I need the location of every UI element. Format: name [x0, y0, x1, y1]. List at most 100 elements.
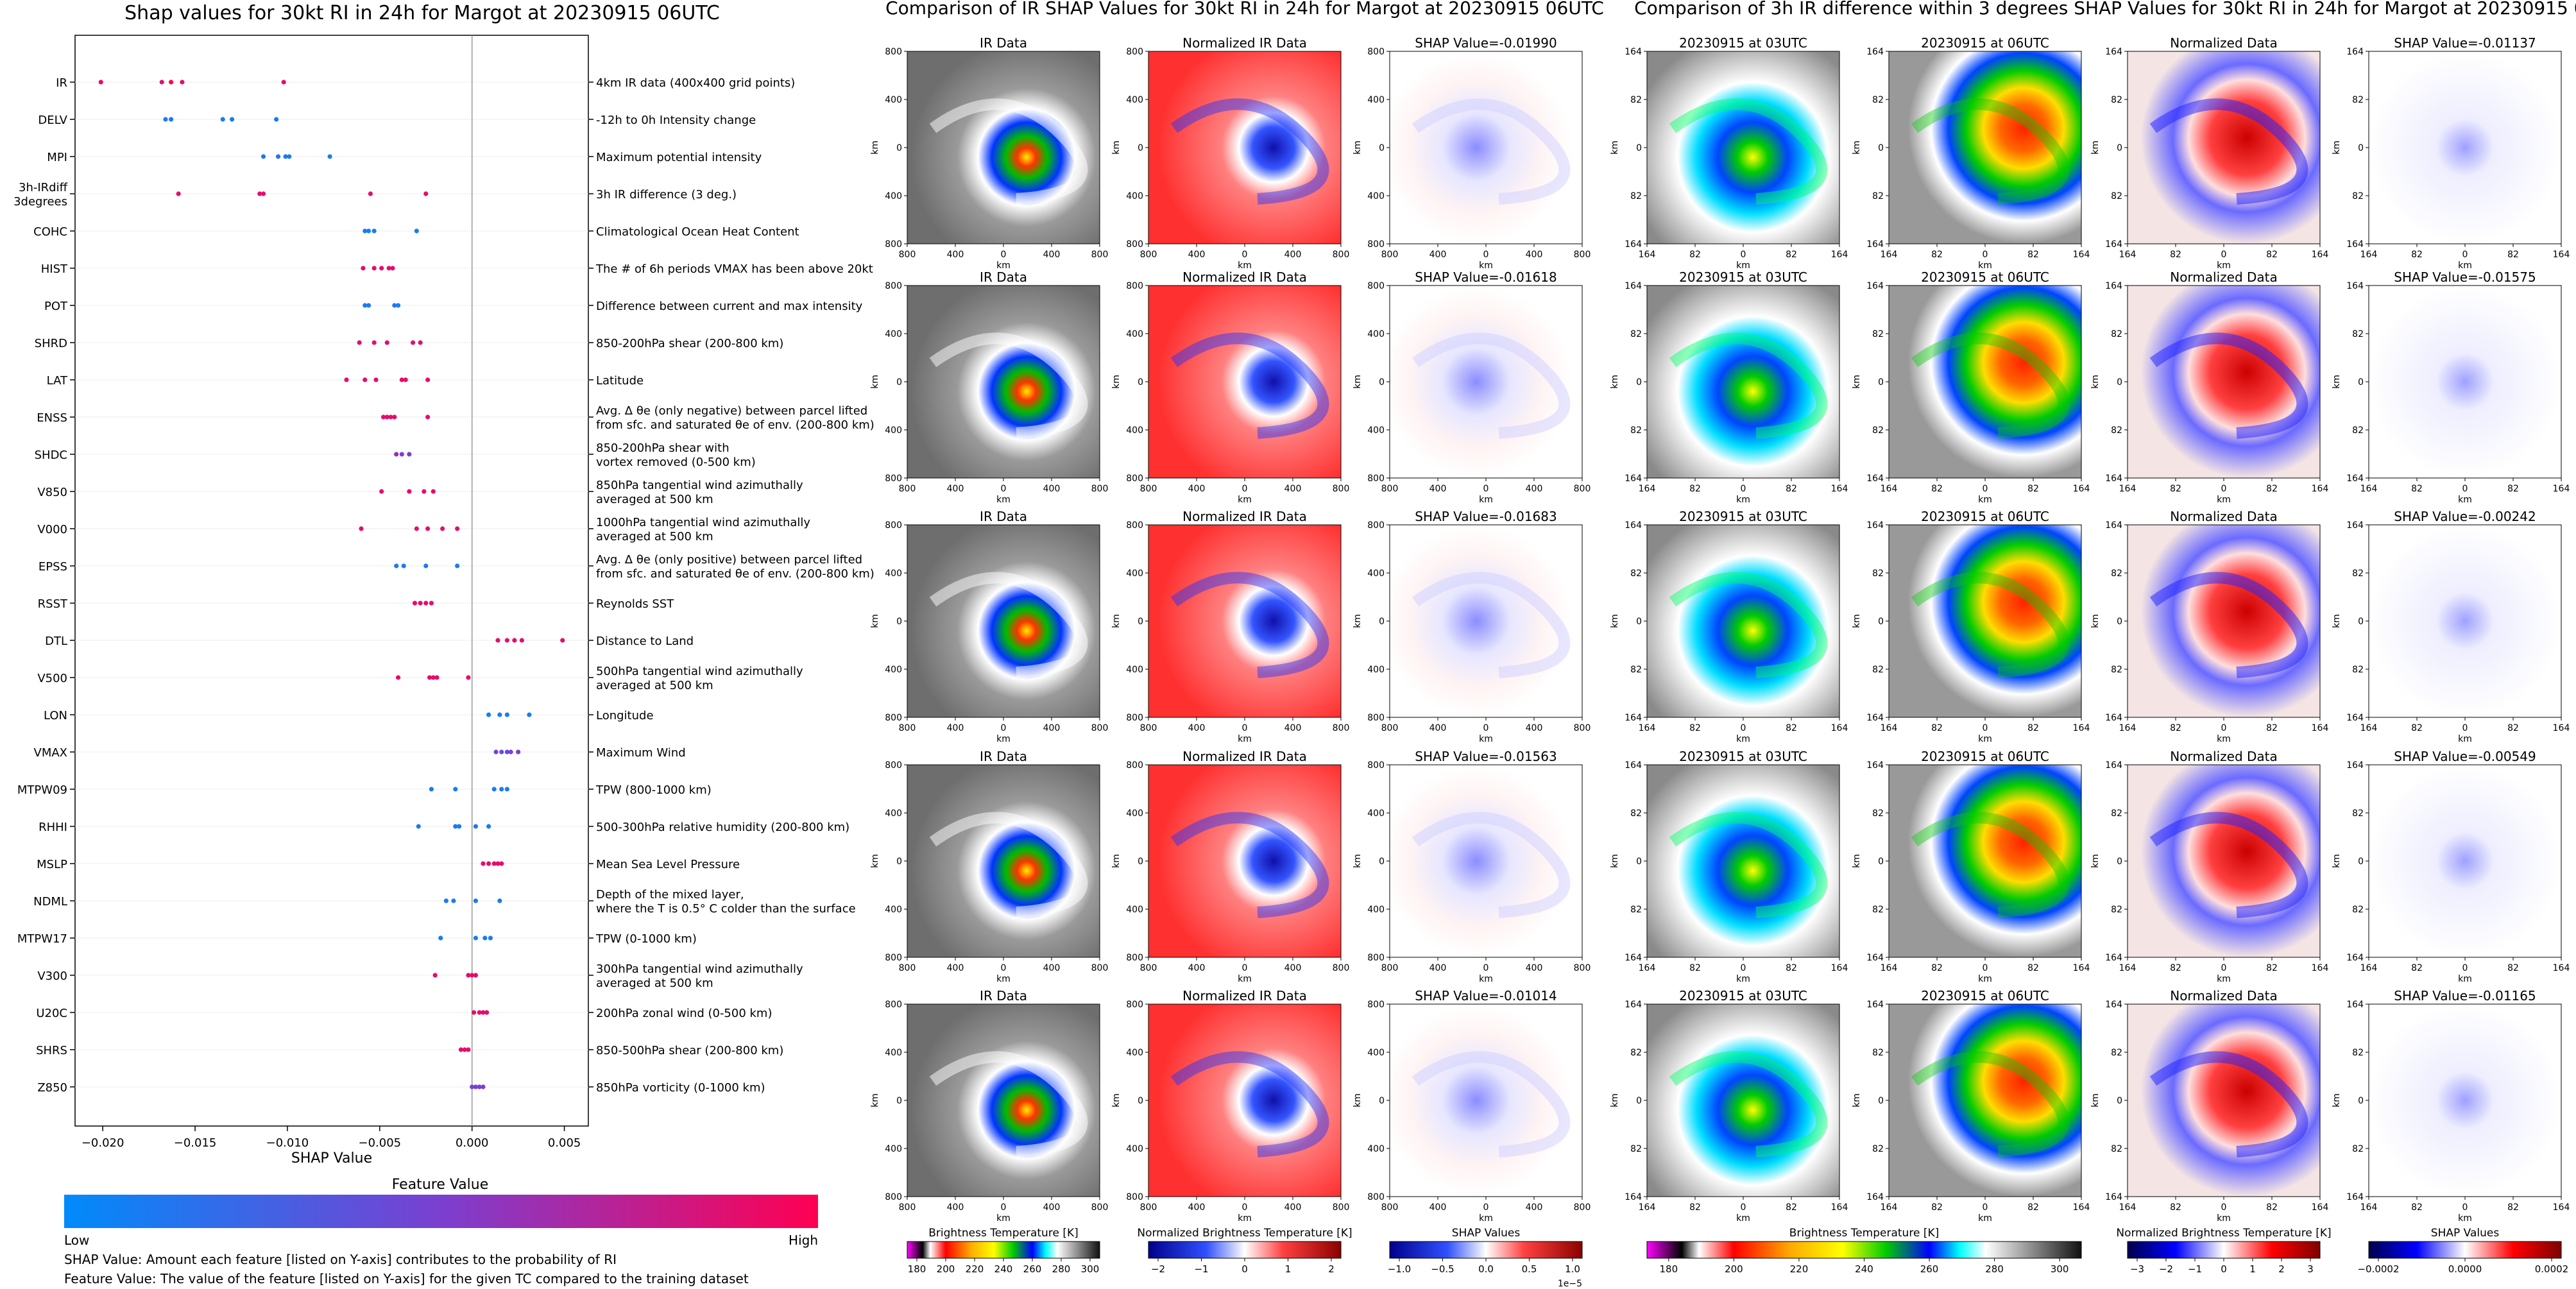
panel-x-tick-label: 164	[2119, 484, 2137, 494]
panel-y-tick-label: 800	[1126, 47, 1143, 57]
panel-title: SHAP Value=-0.01137	[2394, 35, 2536, 51]
shap-point	[512, 638, 517, 643]
panel-y-tick-label: 164	[1625, 953, 1642, 963]
panel-y-tick-label: 164	[1625, 239, 1642, 250]
shap-point	[425, 377, 431, 382]
panel-x-tick-label: 164	[2119, 963, 2137, 973]
panel-image	[2369, 765, 2561, 957]
panel-y-tick-label: 400	[885, 808, 902, 819]
shap-point	[176, 191, 181, 196]
colorbar-tick-label: 1	[1285, 1263, 1292, 1275]
panel-y-tick-label: 164	[2105, 953, 2122, 963]
panel-x-tick-label: 400	[1429, 1202, 1447, 1213]
panel-y-tick-label: 400	[885, 1144, 902, 1154]
panel-y-axis-label: km	[2090, 614, 2101, 628]
shap-point	[458, 1047, 464, 1052]
panel-title: Normalized Data	[2170, 35, 2278, 51]
panel-y-axis-label: km	[1852, 375, 1862, 389]
panel-x-tick-label: 82	[2027, 484, 2039, 494]
panel-x-tick-label: 400	[947, 1202, 964, 1213]
panel-y-tick-label: 400	[1126, 329, 1143, 339]
panel-x-tick-label: 82	[1689, 250, 1701, 260]
panel-title: 20230915 at 03UTC	[1679, 269, 1807, 285]
colorbar-tick-label: 180	[908, 1263, 926, 1275]
feature-description-line: averaged at 500 km	[596, 977, 713, 990]
feature-description: TPW (800-1000 km)	[595, 783, 712, 797]
shap-point	[388, 414, 393, 420]
panel-x-tick-label: 0	[1001, 250, 1007, 260]
feature-label: COHC	[33, 225, 67, 239]
feature-label: HIST	[41, 262, 68, 276]
panel-y-tick-label: 82	[1872, 665, 1884, 675]
panel-title: Normalized IR Data	[1182, 509, 1307, 524]
panel-title: Normalized IR Data	[1182, 988, 1307, 1003]
panel-y-tick-label: 0	[1636, 377, 1642, 388]
panel-y-tick-label: 0	[2117, 377, 2122, 388]
panel-y-tick-label: 82	[1630, 568, 1642, 579]
feature-description: Latitude	[596, 374, 644, 388]
panel-y-tick-label: 800	[1126, 760, 1143, 771]
panel-x-tick-label: 0	[2221, 250, 2227, 260]
shap-point	[434, 675, 439, 680]
panel-x-tick-label: 82	[1786, 250, 1797, 260]
panel-image	[1647, 525, 1839, 717]
diff-panel-title: Comparison of 3h IR difference within 3 …	[1634, 0, 2576, 19]
panel-image	[1889, 525, 2081, 717]
feature-description-line: 4km IR data (400x400 grid points)	[596, 76, 795, 90]
panel-y-tick-label: 0	[1138, 1096, 1143, 1106]
feature-description-line: Maximum Wind	[596, 746, 686, 760]
panel-x-tick-label: 800	[899, 1202, 916, 1213]
shap-point	[497, 712, 502, 717]
panel-title: SHAP Value=-0.00549	[2394, 749, 2536, 764]
shap-point	[499, 861, 504, 866]
panel-y-tick-label: 800	[1367, 239, 1385, 250]
panel-y-axis-label: km	[1610, 141, 1620, 155]
feature-description-line: from sfc. and saturated θe of env. (200-…	[596, 418, 874, 432]
colorbar-tick-label: −0.0002	[2357, 1263, 2399, 1275]
panel-x-tick-label: 164	[2553, 250, 2570, 260]
panel-x-tick-label: 400	[1429, 723, 1447, 733]
panel-x-axis-label: km	[2217, 974, 2231, 984]
shap-point	[466, 973, 471, 978]
panel-x-tick-label: 0	[1242, 963, 1248, 973]
panel-y-tick-label: 400	[1367, 568, 1385, 579]
panel-x-tick-label: 164	[2073, 484, 2090, 494]
panel-y-tick-label: 400	[885, 665, 902, 675]
colorbar-tick-label: 0.5	[1522, 1263, 1537, 1275]
feature-label-line: NDML	[33, 895, 67, 909]
panel-x-tick-label: 800	[1381, 963, 1399, 973]
feature-description: 1000hPa tangential wind azimuthally avera…	[596, 516, 810, 543]
panel-y-tick-label: 400	[1126, 1144, 1143, 1154]
panel-title: Normalized IR Data	[1182, 35, 1307, 51]
panel-x-tick-label: 0	[2462, 723, 2468, 733]
panel-x-tick-label: 0	[1741, 1202, 1746, 1213]
panel-y-tick-label: 82	[1872, 568, 1884, 579]
shap-point	[499, 787, 504, 792]
panel-x-tick-label: 82	[2170, 723, 2181, 733]
shap-point	[477, 1010, 482, 1015]
panel-x-tick-label: 800	[1381, 250, 1399, 260]
panel-y-tick-label: 164	[2105, 474, 2122, 484]
panel-x-tick-label: 800	[1140, 723, 1157, 733]
panel-y-tick-label: 0	[896, 143, 902, 153]
panel-y-tick-label: 82	[2111, 1048, 2122, 1058]
panel-y-tick-label: 82	[2111, 568, 2122, 579]
feature-label: Z850	[37, 1081, 67, 1095]
shap-point	[399, 377, 404, 382]
feature-description: 850hPa vorticity (0-1000 km)	[596, 1081, 765, 1095]
shap-point	[488, 935, 493, 941]
shap-point	[257, 191, 262, 196]
shap-point	[495, 861, 500, 866]
panel-x-tick-label: 82	[2411, 1202, 2423, 1213]
colorbar-tick-label: 0	[2221, 1263, 2227, 1275]
panel-x-tick-label: 400	[1284, 963, 1302, 973]
feature-description-line: 3h IR difference (3 deg.)	[596, 188, 737, 201]
panel-x-tick-label: 164	[1831, 484, 1848, 494]
panel-y-tick-label: 800	[885, 713, 902, 723]
panel-x-tick-label: 164	[1639, 723, 1656, 733]
beeswarm-gridlines	[75, 81, 588, 1088]
feature-label-line: COHC	[33, 225, 67, 239]
panel-y-tick-label: 164	[2346, 239, 2364, 250]
panel-y-tick-label: 800	[1367, 953, 1385, 963]
